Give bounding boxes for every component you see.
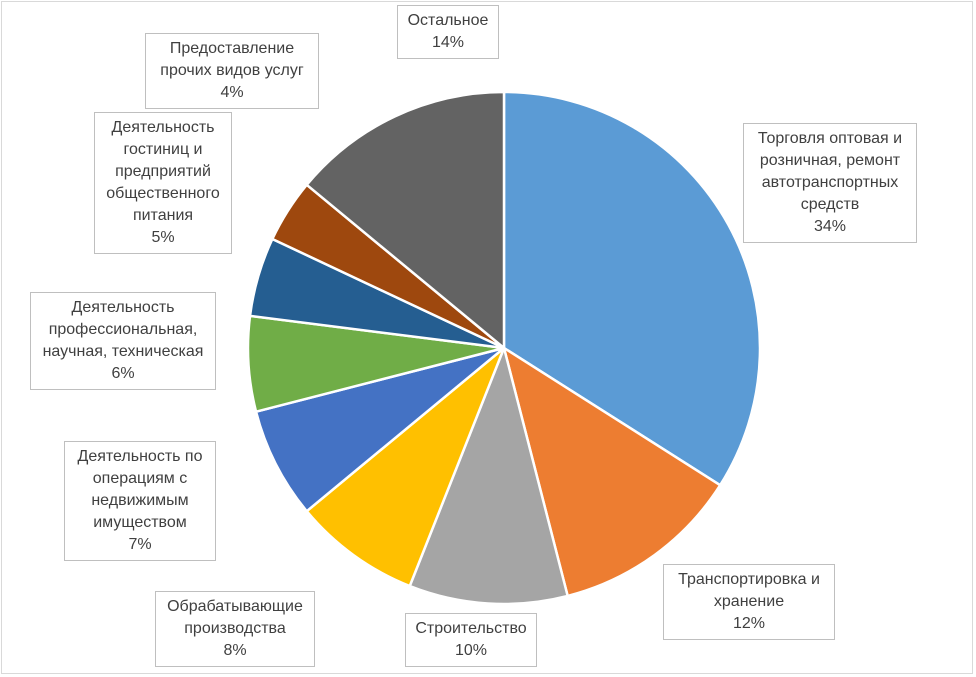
slice-label-professional: Деятельность профессиональная, научная, … (30, 292, 216, 390)
pie-slice-2 (408, 346, 569, 606)
pie-slice-8 (305, 90, 506, 350)
slice-label-construction: Строительство 10% (405, 613, 537, 667)
slice-label-real-estate: Деятельность по операциям с недвижимым и… (64, 441, 216, 561)
slice-label-hospitality: Деятельность гостиниц и предприятий обще… (94, 112, 232, 254)
slice-label-rest: Остальное 14% (397, 5, 499, 59)
slice-label-trade: Торговля оптовая и розничная, ремонт авт… (743, 123, 917, 243)
pie-slice-1 (502, 346, 722, 598)
slice-label-manufacturing: Обрабатывающие производства 8% (155, 591, 315, 667)
pie-slice-4 (254, 346, 506, 513)
slice-label-other-services: Предоставление прочих видов услуг 4% (145, 33, 319, 109)
pie-slice-0 (502, 90, 762, 487)
slice-label-transport: Транспортировка и хранение 12% (663, 564, 835, 640)
pie-slice-3 (305, 346, 506, 588)
